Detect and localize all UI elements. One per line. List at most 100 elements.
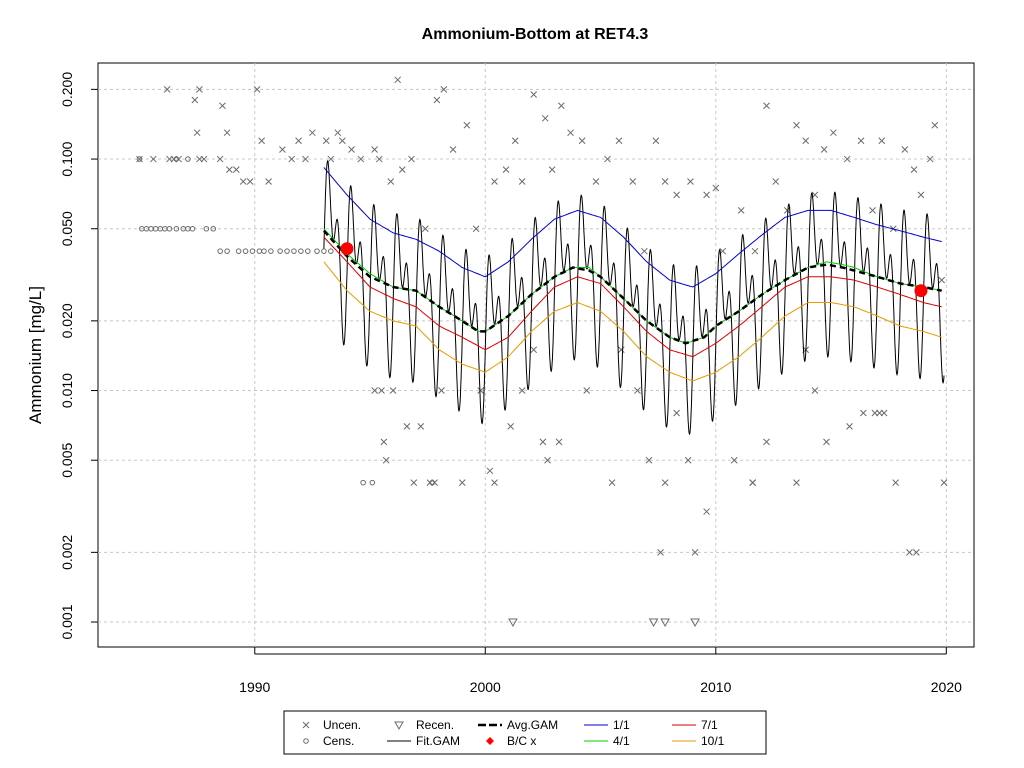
uncensored-point — [926, 155, 934, 163]
uncensored-point — [486, 467, 494, 475]
uncensored-point — [544, 456, 551, 464]
y-tick-label: 0.050 — [59, 211, 75, 246]
lines-layer — [322, 159, 945, 436]
uncensored-point — [389, 387, 397, 394]
uncensored-point — [191, 96, 199, 104]
chart-title: Ammonium-Bottom at RET4.3 — [422, 26, 649, 43]
uncensored-point — [737, 207, 745, 214]
uncensored-point — [216, 155, 224, 163]
axes-layer: 1990 2000 2010 2020 0.001 0.002 0.005 0.010 0.02… — [59, 72, 962, 695]
legend-label: 10/1 — [701, 734, 725, 748]
uncensored-point — [567, 129, 574, 137]
uncensored-point — [472, 225, 480, 233]
uncensored-point — [811, 387, 819, 394]
uncensored-point — [518, 387, 526, 394]
uncensored-point — [931, 121, 939, 129]
uncensored-point — [583, 387, 591, 394]
y-axis-label: Ammonium [mg/L] — [26, 286, 45, 424]
censored-point — [298, 248, 304, 254]
uncensored-point — [578, 137, 586, 145]
uncensored-point — [322, 137, 330, 145]
legend-label: 4/1 — [613, 734, 630, 748]
legend-label: Recen. — [416, 718, 454, 732]
uncensored-point — [608, 479, 616, 487]
uncensored-point — [657, 548, 664, 556]
uncensored-point — [219, 102, 226, 110]
legend-cens-symbol — [303, 738, 309, 744]
uncensored-point — [617, 346, 625, 354]
uncensored-point — [334, 129, 342, 137]
uncensored-point — [913, 548, 920, 556]
recensored-point — [648, 618, 659, 628]
uncensored-point — [823, 438, 830, 446]
legend-bc-symbol — [486, 737, 494, 745]
uncensored-point — [604, 155, 611, 163]
uncensored-point — [458, 479, 466, 487]
censored-point — [217, 248, 223, 254]
uncensored-point — [477, 387, 485, 394]
censored-point — [249, 248, 256, 254]
uncensored-point — [463, 121, 471, 129]
uncensored-point — [288, 155, 295, 163]
uncensored-point — [394, 76, 402, 84]
censored-point — [369, 479, 376, 486]
uncensored-point — [193, 129, 201, 137]
censored-point — [224, 248, 230, 254]
censored-point — [256, 248, 263, 254]
uncensored-point — [438, 387, 445, 394]
uncensored-point — [440, 86, 448, 93]
uncensored-point — [859, 409, 867, 417]
censored-point — [235, 248, 242, 254]
legend-label: Fit.GAM — [416, 734, 460, 748]
uncensored-point — [629, 178, 637, 185]
uncensored-point — [253, 86, 261, 93]
recensored-point — [660, 618, 670, 628]
uncensored-point — [149, 155, 157, 163]
uncensored-point — [869, 207, 876, 214]
uncensored-point — [258, 137, 266, 145]
uncensored-point — [673, 191, 680, 199]
uncensored-point — [645, 456, 653, 464]
legend-uncen-symbol — [302, 721, 310, 729]
uncensored-point — [772, 178, 780, 185]
uncensored-point — [491, 178, 498, 185]
y-tick-label: 0.010 — [59, 373, 75, 408]
uncensored-point — [555, 438, 563, 446]
uncensored-point — [232, 166, 240, 174]
uncensored-point — [763, 102, 770, 110]
uncensored-point — [239, 178, 247, 185]
censored-point — [173, 156, 180, 162]
uncensored-point — [910, 166, 918, 174]
uncensored-point — [640, 247, 648, 255]
uncensored-point — [339, 137, 346, 145]
censored-point — [328, 248, 334, 254]
uncensored-point — [246, 178, 254, 185]
uncensored-point — [857, 137, 865, 145]
censored-point — [360, 479, 366, 486]
uncensored-point — [940, 479, 948, 487]
legend-label: 1/1 — [613, 718, 630, 732]
uncensored-point — [433, 96, 441, 104]
uncensored-point — [371, 387, 378, 394]
censored-point — [261, 248, 267, 254]
x-tick-label: 1990 — [239, 679, 270, 695]
uncensored-point — [226, 166, 233, 174]
series-line-1-1 — [323, 167, 942, 288]
censored-point — [321, 248, 327, 254]
censored-point — [291, 248, 297, 254]
series-line-4-1 — [323, 228, 942, 344]
uncensored-point — [634, 387, 641, 394]
uncensored-point — [163, 86, 171, 93]
fit-gam-line — [323, 159, 945, 436]
uncensored-point — [730, 456, 738, 464]
uncensored-point — [539, 438, 547, 446]
uncensored-point — [901, 146, 909, 153]
censored-point — [268, 248, 274, 254]
plot-frame — [97, 62, 975, 648]
uncensored-point — [548, 166, 556, 174]
uncensored-point — [421, 225, 429, 233]
uncensored-point — [417, 423, 425, 430]
uncensored-point — [449, 146, 457, 153]
uncensored-point — [327, 155, 335, 163]
